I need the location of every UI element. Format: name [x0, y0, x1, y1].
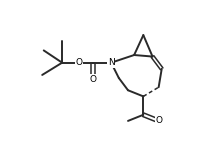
Text: O: O: [75, 58, 82, 67]
Text: O: O: [154, 116, 161, 125]
Text: N: N: [107, 58, 114, 67]
Text: O: O: [89, 75, 96, 84]
